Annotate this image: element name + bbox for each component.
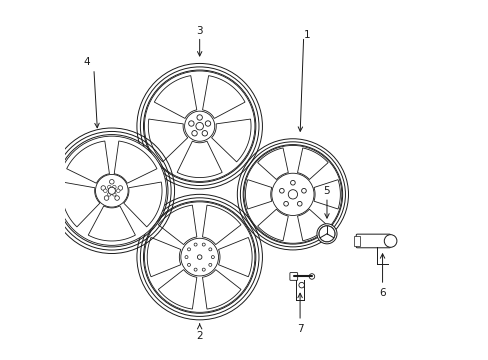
Circle shape — [109, 180, 114, 184]
Circle shape — [208, 264, 211, 266]
Circle shape — [95, 175, 128, 207]
Polygon shape — [154, 76, 196, 118]
Circle shape — [279, 188, 284, 193]
Circle shape — [316, 224, 336, 244]
Circle shape — [184, 111, 214, 141]
Circle shape — [208, 248, 211, 251]
Polygon shape — [218, 238, 252, 277]
Polygon shape — [88, 206, 135, 241]
Text: 3: 3 — [196, 26, 203, 36]
Polygon shape — [147, 238, 181, 277]
Circle shape — [298, 282, 304, 288]
Circle shape — [194, 268, 197, 271]
Text: 7: 7 — [296, 324, 303, 334]
Circle shape — [107, 185, 111, 189]
Polygon shape — [245, 180, 271, 209]
Polygon shape — [297, 148, 327, 180]
Text: 6: 6 — [379, 288, 385, 298]
Circle shape — [118, 186, 122, 190]
Polygon shape — [114, 141, 157, 183]
Circle shape — [191, 131, 197, 136]
Circle shape — [196, 122, 203, 130]
Text: 5: 5 — [323, 186, 329, 196]
Text: 2: 2 — [196, 331, 203, 341]
Polygon shape — [257, 148, 288, 180]
Circle shape — [283, 201, 288, 206]
Circle shape — [144, 202, 254, 312]
Circle shape — [297, 201, 302, 206]
Circle shape — [202, 243, 205, 246]
Circle shape — [194, 243, 197, 246]
Circle shape — [384, 235, 396, 247]
Circle shape — [290, 180, 295, 185]
Circle shape — [108, 187, 115, 194]
Circle shape — [115, 196, 119, 200]
FancyBboxPatch shape — [353, 237, 359, 246]
Circle shape — [188, 121, 194, 126]
Circle shape — [112, 193, 116, 196]
Polygon shape — [61, 182, 100, 227]
Polygon shape — [297, 209, 327, 241]
Circle shape — [187, 264, 190, 266]
Circle shape — [181, 238, 218, 276]
Circle shape — [197, 255, 202, 259]
Circle shape — [301, 188, 305, 193]
FancyBboxPatch shape — [356, 234, 390, 248]
FancyBboxPatch shape — [289, 273, 297, 280]
Polygon shape — [202, 205, 241, 244]
Circle shape — [288, 190, 297, 199]
Text: 4: 4 — [83, 57, 90, 67]
Polygon shape — [123, 182, 162, 227]
Circle shape — [308, 274, 314, 279]
Text: 1: 1 — [304, 30, 310, 40]
Polygon shape — [158, 205, 197, 244]
Circle shape — [271, 173, 313, 216]
Polygon shape — [177, 141, 222, 177]
Polygon shape — [202, 76, 244, 118]
Circle shape — [101, 186, 105, 190]
Polygon shape — [66, 141, 109, 183]
Polygon shape — [257, 209, 288, 241]
Circle shape — [244, 145, 341, 243]
Circle shape — [202, 268, 205, 271]
Polygon shape — [313, 180, 340, 209]
Circle shape — [116, 189, 120, 193]
Circle shape — [104, 196, 109, 200]
Polygon shape — [211, 119, 250, 162]
Circle shape — [112, 185, 116, 189]
Polygon shape — [148, 119, 187, 162]
Circle shape — [184, 256, 187, 258]
Circle shape — [211, 256, 214, 258]
Circle shape — [205, 121, 210, 126]
Circle shape — [57, 136, 166, 246]
Circle shape — [197, 115, 202, 120]
Polygon shape — [158, 270, 197, 309]
Circle shape — [187, 248, 190, 251]
Circle shape — [144, 71, 254, 181]
Polygon shape — [202, 270, 241, 309]
Circle shape — [103, 189, 107, 193]
Circle shape — [202, 131, 207, 136]
Circle shape — [107, 193, 111, 196]
